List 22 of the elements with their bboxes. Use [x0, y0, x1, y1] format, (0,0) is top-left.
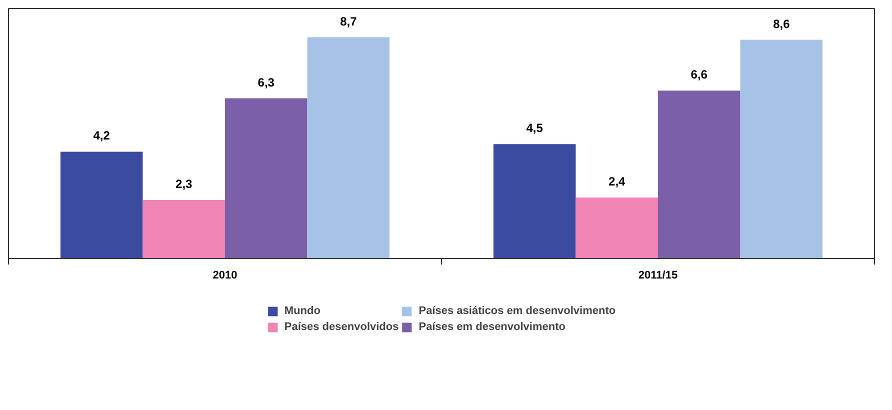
bar — [493, 144, 576, 258]
legend-label: Países asiáticos em desenvolvimento — [418, 304, 616, 318]
bar — [658, 90, 740, 258]
bar — [225, 98, 308, 258]
x-tick-label: 2011/15 — [638, 270, 678, 282]
legend-label: Países em desenvolvimento — [418, 320, 566, 334]
bar — [740, 40, 823, 258]
data-label: 2,4 — [608, 174, 626, 188]
bar — [142, 200, 225, 258]
data-label: 4,5 — [526, 121, 544, 136]
bar — [60, 152, 143, 258]
bar — [307, 37, 390, 258]
data-label: 4,2 — [93, 128, 110, 143]
bar — [576, 197, 658, 258]
data-label: 8,6 — [773, 16, 790, 31]
data-label: 6,6 — [690, 68, 708, 82]
legend-label: Mundo — [284, 304, 320, 318]
data-label: 2,3 — [176, 177, 193, 192]
data-label: 6,3 — [258, 75, 275, 90]
x-tick-label: 2010 — [212, 270, 238, 282]
legend-label: Países desenvolvidos — [284, 320, 399, 334]
data-label: 8,7 — [340, 14, 358, 28]
